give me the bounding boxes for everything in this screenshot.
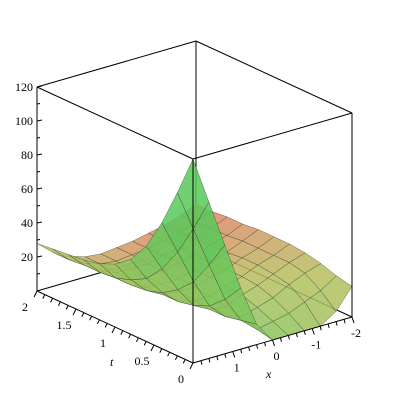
z-tick-3 [36, 153, 43, 156]
t-tick-1 [150, 344, 155, 352]
t-minor-tick-9 [120, 330, 124, 335]
z-minor-tick-90 [36, 137, 41, 139]
z-tick-1 [36, 221, 43, 224]
box-edge-top-back-right [195, 40, 353, 114]
t-axis: 0 0.5 1 1.5 2 [22, 290, 194, 386]
t-tick-4 [33, 290, 38, 298]
x-minor-tick-6 [248, 346, 251, 352]
z-minor-tick-70 [36, 171, 41, 173]
t-tick-2 [111, 326, 116, 334]
box-edge-top-back-left [36, 40, 197, 88]
x-minor-tick--4 [287, 335, 290, 340]
x-minor-tick-4 [256, 344, 259, 349]
bounding-box-front [36, 40, 353, 364]
surface-face-9-0 [36, 243, 69, 260]
x-tick-label-0: 0 [274, 349, 280, 363]
box-edge-top-front-right [192, 112, 353, 160]
t-axis-label: t [110, 355, 114, 369]
x-minor-tick-14 [216, 355, 219, 361]
t-minor-tick-2 [174, 355, 178, 361]
x-tick-3 [232, 351, 236, 358]
t-minor-tick-3 [167, 351, 171, 357]
box-edge-top-front-left [36, 86, 194, 160]
x-tick-label-1: -1 [311, 338, 321, 352]
x-minor-tick--2 [279, 337, 282, 342]
t-tick-0 [189, 362, 194, 370]
x-minor-tick-2 [264, 342, 267, 347]
z-tick-0 [36, 255, 43, 258]
x-axis-label: x [265, 367, 272, 381]
x-minor-tick-12 [224, 353, 227, 358]
x-tick-0 [272, 339, 275, 347]
t-minor-tick-13 [89, 315, 93, 321]
x-minor-tick--18 [343, 319, 346, 324]
t-minor-tick-8 [128, 333, 132, 339]
x-minor-tick--14 [327, 323, 330, 329]
x-minor-tick-18 [200, 360, 203, 365]
z-tick-2 [36, 187, 43, 190]
x-minor-tick--6 [295, 332, 298, 338]
t-minor-tick-17 [57, 301, 61, 307]
surface-mesh [36, 158, 353, 341]
z-tick-label-0: 20 [21, 250, 33, 264]
x-minor-tick-16 [208, 358, 211, 363]
z-minor-tick-50 [36, 205, 41, 207]
x-minor-tick--16 [335, 321, 338, 326]
x-tick-1 [311, 328, 315, 335]
t-tick-label-3: 1.5 [57, 318, 72, 332]
x-tick-label-3: 1 [234, 361, 240, 375]
t-minor-tick-4 [159, 348, 163, 353]
z-tick-5 [36, 85, 43, 88]
z-minor-tick-10 [36, 273, 41, 275]
z-minor-tick-110 [36, 103, 41, 105]
x-minor-tick--8 [303, 330, 306, 335]
t-minor-tick-19 [42, 294, 46, 299]
z-tick-label-4: 100 [15, 114, 33, 128]
t-tick-label-4: 2 [22, 300, 28, 314]
z-tick-4 [36, 119, 43, 122]
x-minor-tick-8 [240, 349, 243, 354]
z-tick-label-1: 40 [21, 216, 33, 230]
t-tick-label-0: 0 [178, 372, 184, 386]
t-tick-label-1: 0.5 [135, 354, 150, 368]
t-tick-3 [72, 308, 77, 316]
x-axis: 0 -1 -2 1 [200, 316, 361, 375]
t-minor-tick-16 [65, 305, 69, 310]
z-axis: 20 40 60 80 100 120 [15, 80, 43, 275]
t-minor-tick-18 [50, 297, 54, 303]
t-minor-tick-6 [143, 341, 147, 346]
t-minor-tick-7 [135, 337, 139, 343]
t-minor-tick-11 [104, 323, 108, 328]
x-tick-label-2: -2 [351, 326, 361, 340]
z-tick-label-2: 60 [21, 182, 33, 196]
x-tick-2 [351, 316, 355, 324]
z-tick-label-5: 120 [15, 80, 33, 94]
z-tick-label-3: 80 [21, 148, 33, 162]
t-minor-tick-14 [81, 312, 85, 317]
z-minor-tick-30 [36, 239, 41, 241]
t-tick-label-2: 1 [100, 336, 106, 350]
t-minor-tick-12 [96, 319, 100, 325]
t-minor-tick-1 [182, 359, 186, 364]
x-minor-tick--12 [319, 326, 322, 331]
